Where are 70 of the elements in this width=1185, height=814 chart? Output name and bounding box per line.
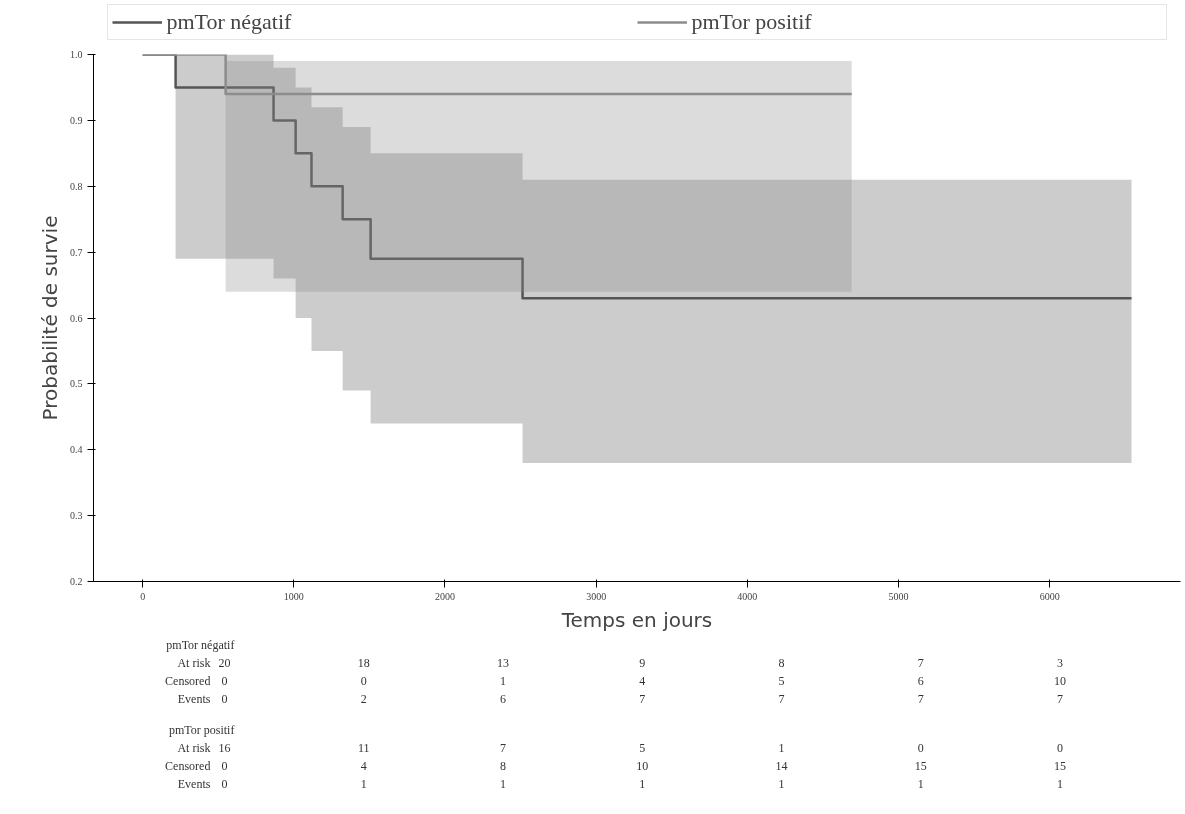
text: 20 [218, 655, 231, 670]
text: 6 [917, 673, 924, 688]
text: pmTor positif [168, 722, 235, 737]
text: 15 [914, 758, 927, 773]
text: 0 [1057, 740, 1064, 755]
text: Censored [165, 673, 211, 688]
y-tick-label: 0.8 [70, 180, 83, 192]
x-tick-label: 1000 [283, 590, 304, 602]
y-tick-label: 1.0 [70, 49, 83, 60]
text: 0 [221, 758, 228, 773]
text: 7 [917, 655, 924, 670]
text: 10 [636, 758, 649, 773]
y-tick-label: 0.9 [70, 114, 83, 126]
y-tick-label: 0.6 [70, 312, 83, 324]
text: 0 [221, 673, 228, 688]
text: Events [177, 776, 211, 791]
text: Censored [165, 758, 211, 773]
text: 1 [499, 673, 506, 688]
text: 11 [357, 740, 370, 755]
text: At risk [177, 655, 211, 670]
text: 0 [917, 740, 924, 755]
text: 13 [496, 655, 509, 670]
text: 0 [221, 691, 228, 706]
text: 1 [360, 776, 367, 791]
text: 10 [1054, 673, 1067, 688]
x-tick-label: 4000 [737, 590, 758, 602]
y-tick-label: 0.2 [70, 576, 83, 587]
text: 0 [221, 776, 228, 791]
x-tick-label: 3000 [586, 590, 607, 602]
text: 1 [778, 740, 785, 755]
text: 7 [1057, 691, 1064, 706]
text: 1 [639, 776, 646, 791]
text: 9 [639, 655, 646, 670]
y-axis-title: Probabilité de survie [38, 215, 62, 421]
text: 8 [778, 655, 785, 670]
text: Events [177, 691, 211, 706]
text: 1 [778, 776, 785, 791]
text: 1 [1057, 776, 1064, 791]
y-tick-label: 0.7 [70, 246, 83, 258]
text: 16 [218, 740, 231, 755]
text: 6 [499, 691, 506, 706]
text: 14 [775, 758, 788, 773]
text: 8 [499, 758, 506, 773]
x-axis-title: Temps en jours [560, 607, 713, 632]
y-tick-label: 0.5 [70, 378, 83, 390]
y-tick-label: 0.4 [70, 444, 83, 456]
text: 2 [360, 691, 367, 706]
text: 1 [917, 776, 924, 791]
x-tick-label: 6000 [1039, 590, 1060, 602]
x-tick-label: 0 [140, 590, 146, 602]
text: At risk [177, 740, 211, 755]
text: 7 [778, 691, 785, 706]
text: 4 [639, 673, 646, 688]
text: 15 [1054, 758, 1067, 773]
legend-label: pmTor positif [691, 9, 813, 35]
text: pmTor négatif [166, 637, 235, 652]
text: 7 [917, 691, 924, 706]
text: 5 [778, 673, 785, 688]
text: 3 [1057, 655, 1064, 670]
text: 1 [499, 776, 506, 791]
text: 7 [639, 691, 646, 706]
y-tick-label: 0.3 [70, 510, 83, 522]
legend-label: pmTor négatif [166, 9, 293, 35]
text: 0 [360, 673, 367, 688]
x-tick-label: 5000 [888, 590, 909, 602]
text: 4 [360, 758, 367, 773]
text: 18 [357, 655, 370, 670]
x-tick-label: 2000 [435, 590, 455, 602]
text: 7 [499, 740, 506, 755]
text: 5 [639, 740, 646, 755]
